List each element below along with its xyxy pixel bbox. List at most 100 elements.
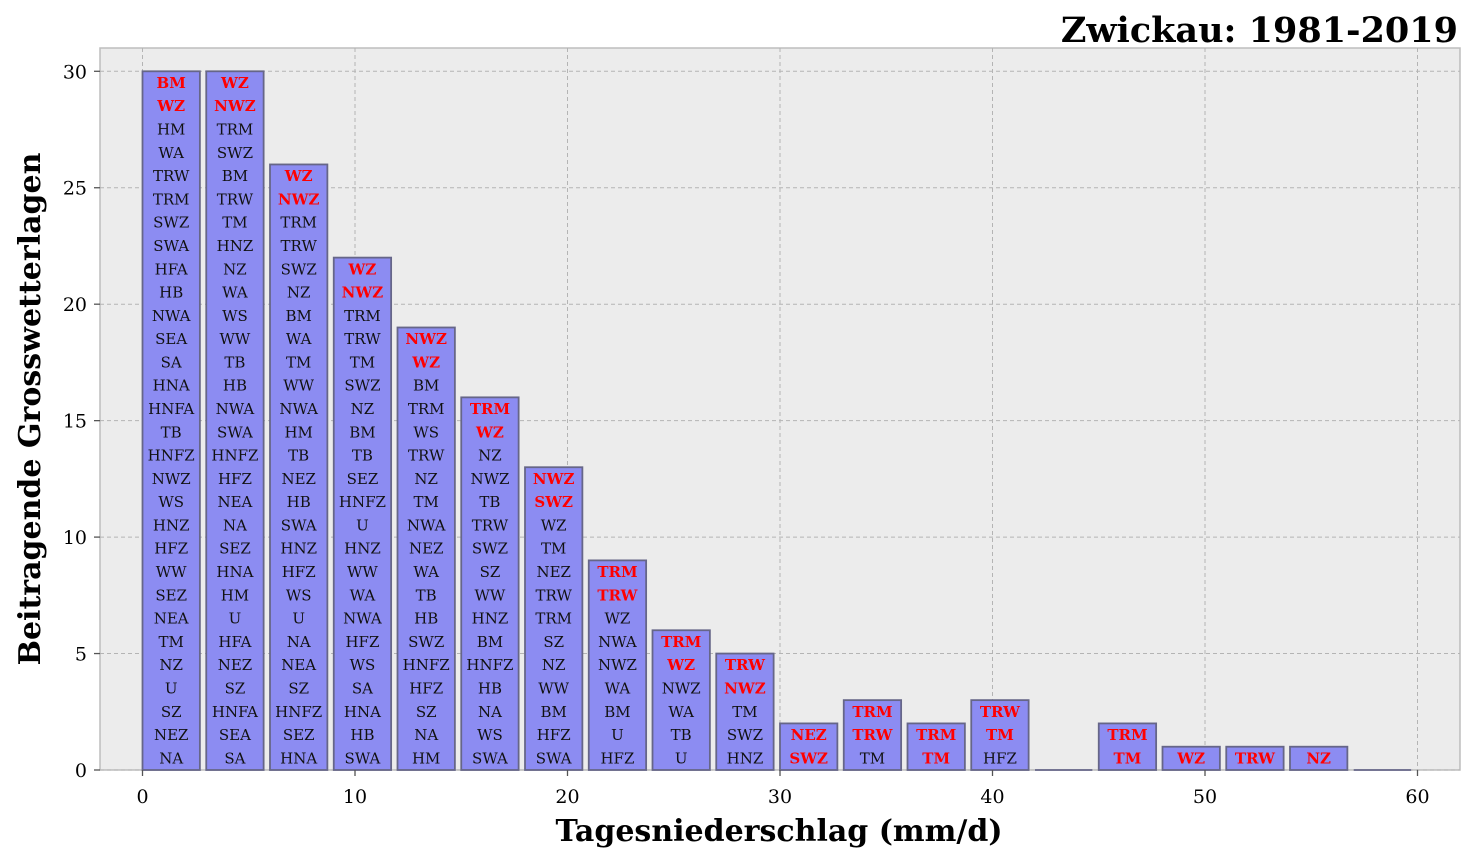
bar xyxy=(715,652,775,771)
bar-weather-label: HNFZ xyxy=(148,447,195,465)
bar-weather-label: HNA xyxy=(280,749,317,767)
bar-weather-label: TM xyxy=(222,214,247,232)
bar-weather-label: NEZ xyxy=(791,726,827,744)
bar-weather-label: NEA xyxy=(154,610,189,628)
bar-weather-label: SZ xyxy=(161,703,182,721)
bar-weather-label: HNZ xyxy=(153,516,190,534)
bar-weather-label: HM xyxy=(157,121,185,139)
bar-weather-label: SEA xyxy=(219,726,251,744)
bar-weather-label: TB xyxy=(479,493,500,511)
bar xyxy=(396,326,456,771)
bar-weather-label: HFZ xyxy=(600,749,634,767)
bar xyxy=(779,722,839,771)
bar-weather-label: SWA xyxy=(472,749,508,767)
bar-weather-label: NWZ xyxy=(662,679,701,697)
bar-weather-label: HNZ xyxy=(472,610,509,628)
bar-weather-label: TRM xyxy=(597,563,637,581)
bar-weather-label: BM xyxy=(285,307,311,325)
bar-weather-label: NZ xyxy=(223,260,247,278)
bar-weather-label: BM xyxy=(222,167,248,185)
bar-weather-label: WW xyxy=(220,330,251,348)
bar-weather-label: WZ xyxy=(541,516,567,534)
bar-weather-label: SWZ xyxy=(408,633,444,651)
bar-weather-label: NWZ xyxy=(214,97,256,115)
bar-weather-label: HFZ xyxy=(983,749,1017,767)
bar-weather-label: SWZ xyxy=(153,214,189,232)
bar-weather-label: WA xyxy=(158,144,184,162)
bar xyxy=(970,699,1030,771)
bars-group: BM WZ HM WA TRW TRM SWZ SWA HFA HB NWA SEA SA HNA HNFA… xyxy=(141,70,1412,771)
bar-weather-label: TB xyxy=(416,586,437,604)
bar-weather-label: TRM xyxy=(280,214,317,232)
bar-weather-label: SA xyxy=(161,353,182,371)
x-tick-label: 60 xyxy=(1405,786,1429,808)
bar-weather-label: HNZ xyxy=(727,749,764,767)
bar-weather-label: HNFZ xyxy=(403,656,450,674)
bar-weather-label: TM xyxy=(732,703,757,721)
bar-weather-label: TRW xyxy=(725,656,766,674)
y-tick-label: 20 xyxy=(63,294,87,316)
bar-weather-label: SEA xyxy=(155,330,187,348)
bar-weather-label: NWZ xyxy=(342,284,384,302)
bar-weather-label: WW xyxy=(283,377,314,395)
y-axis-label: Beitragende Grosswetterlagen xyxy=(13,152,48,665)
bar-weather-label: TRM xyxy=(217,121,254,139)
bar-weather-label: WZ xyxy=(666,656,695,674)
bar-weather-label: WW xyxy=(156,563,187,581)
bar-weather-label: WA xyxy=(668,703,694,721)
bar-weather-label: TRW xyxy=(1235,749,1276,767)
bar-weather-label: NZ xyxy=(478,447,502,465)
bar xyxy=(205,70,265,771)
bar-weather-label: BM xyxy=(604,703,630,721)
bar-weather-label: WZ xyxy=(156,97,185,115)
bar-weather-label: SWA xyxy=(345,749,381,767)
bar-weather-label: NZ xyxy=(1306,749,1331,767)
bar-weather-label: HM xyxy=(412,749,440,767)
x-tick-label: 40 xyxy=(980,786,1004,808)
bar-weather-label: WS xyxy=(477,726,503,744)
bar-weather-label: HNA xyxy=(153,377,190,395)
x-tick-label: 50 xyxy=(1193,786,1217,808)
bar-weather-label: TM xyxy=(860,749,885,767)
bar-weather-label: HB xyxy=(159,284,183,302)
axis-ticks: 0 10 20 30 40 50 60 0 5 10 15 20 25 30 xyxy=(63,61,1430,808)
bar xyxy=(1225,745,1285,771)
bar-weather-label: TRW xyxy=(280,237,317,255)
bar-weather-label: NZ xyxy=(542,656,566,674)
bar-weather-label: SWZ xyxy=(217,144,253,162)
bar-weather-label: NA xyxy=(414,726,438,744)
bar-weather-label: BM xyxy=(477,633,503,651)
bar-weather-label: NEZ xyxy=(281,470,316,488)
y-tick-label: 5 xyxy=(75,644,87,666)
bar-weather-label: TM xyxy=(986,726,1014,744)
bar-weather-label: SWZ xyxy=(344,377,380,395)
bar-weather-label: WW xyxy=(347,563,378,581)
bar-weather-label: TB xyxy=(161,423,182,441)
bar xyxy=(1289,745,1349,771)
bar-weather-label: TM xyxy=(541,540,566,558)
bar-weather-label: WA xyxy=(350,586,376,604)
bar-weather-label: HNFZ xyxy=(466,656,513,674)
bar-weather-label: SZ xyxy=(225,679,246,697)
bar-weather-label: TRW xyxy=(344,330,381,348)
bar-weather-label: NWA xyxy=(407,516,446,534)
bar xyxy=(1097,722,1158,771)
bar-weather-label: NWZ xyxy=(724,679,766,697)
bar-weather-label: WS xyxy=(222,307,248,325)
bar-weather-label: NA xyxy=(223,516,247,534)
bar-weather-label: NWA xyxy=(598,633,637,651)
bar-weather-label: NWZ xyxy=(470,470,509,488)
bar-weather-label: TRM xyxy=(344,307,381,325)
bar-weather-label: WZ xyxy=(1176,749,1205,767)
chart-title: Zwickau: 1981-2019 xyxy=(1060,10,1458,51)
bar-weather-label: TB xyxy=(352,447,373,465)
bar-weather-label: SWA xyxy=(281,516,317,534)
bar-weather-label: HM xyxy=(221,586,249,604)
bar xyxy=(1161,745,1221,771)
bar-weather-label: HB xyxy=(223,377,247,395)
x-tick-label: 10 xyxy=(343,786,367,808)
bar xyxy=(906,722,966,771)
bar-weather-label: SWA xyxy=(536,749,572,767)
bar-weather-label: U xyxy=(229,610,242,628)
